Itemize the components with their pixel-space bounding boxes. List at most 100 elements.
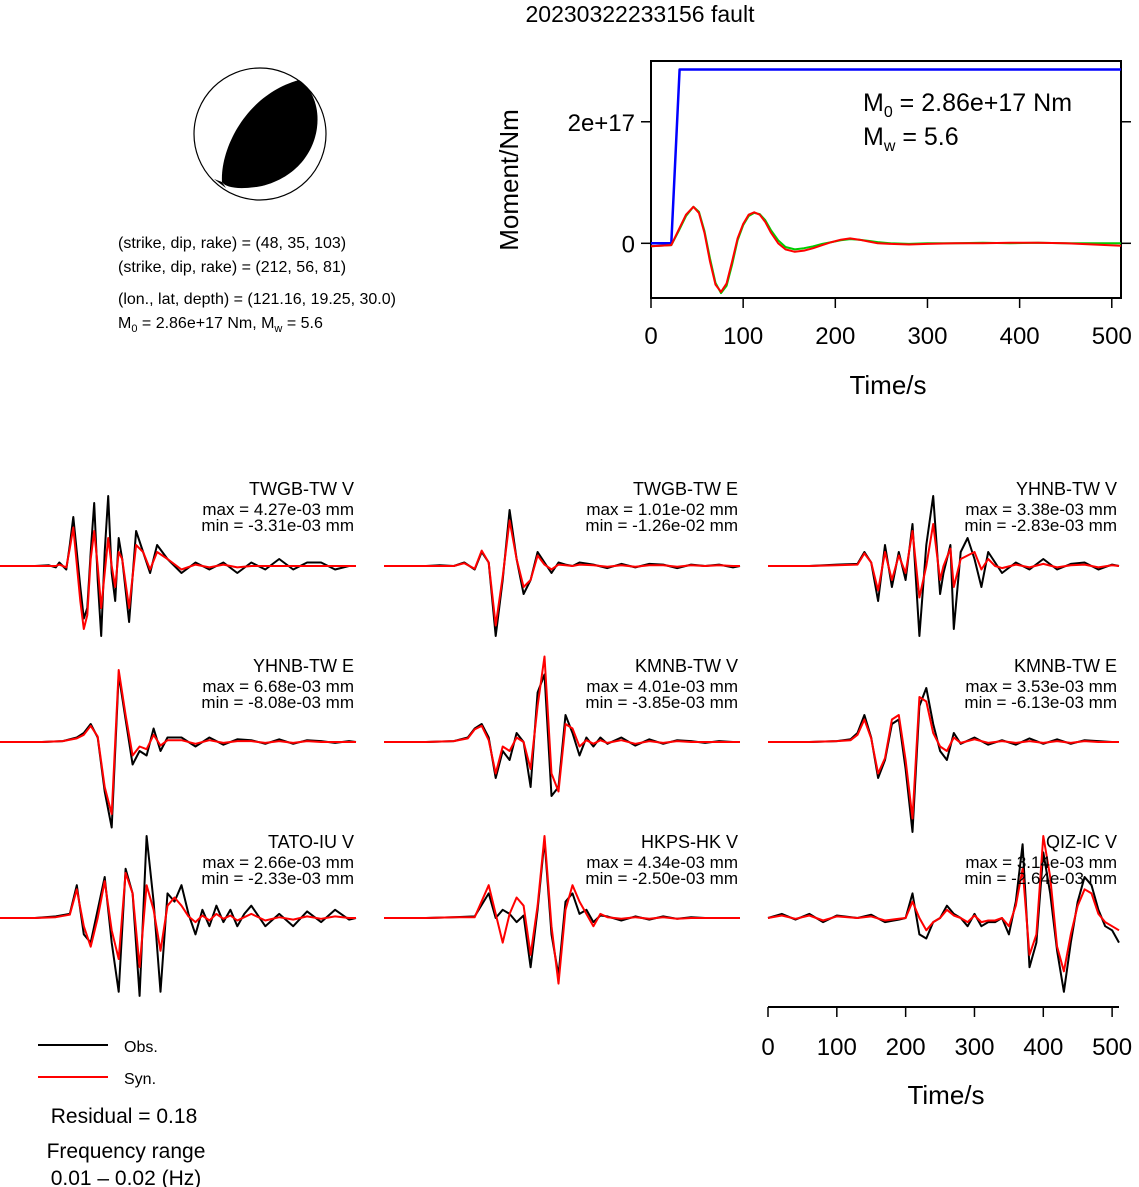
m0-subscript: 0 bbox=[884, 104, 893, 121]
stf-x-tick-label: 400 bbox=[1000, 323, 1040, 350]
observed-trace bbox=[0, 835, 357, 997]
trace-min-label: min = -2.50e-03 mm bbox=[585, 869, 738, 888]
moment-value: = 2.86e+17 Nm, M bbox=[137, 315, 274, 332]
stf-x-tick-label: 100 bbox=[723, 323, 763, 350]
nodal-plane-2: (strike, dip, rake) = (212, 56, 81) bbox=[118, 259, 346, 276]
station-label: KMNB-TW V bbox=[635, 656, 738, 676]
event-moment: M0 = 2.86e+17 Nm, Mw = 5.6 bbox=[118, 315, 323, 335]
trace-max-label: max = 2.66e-03 mm bbox=[202, 853, 354, 872]
synthetic-trace bbox=[767, 835, 1120, 973]
trace-max-label: max = 4.01e-03 mm bbox=[586, 677, 738, 696]
stf-x-ticks: 0 100 200 300 400 500 bbox=[644, 298, 1132, 350]
trace-min-label: min = -6.13e-03 mm bbox=[964, 693, 1117, 712]
synthetic-trace bbox=[0, 526, 356, 630]
stf-y-ticks: 0 2e+17 bbox=[568, 110, 1131, 258]
beachball-diagram bbox=[193, 67, 327, 201]
nodal-plane-1: (strike, dip, rake) = (48, 35, 103) bbox=[118, 235, 346, 252]
figure-title: 20230322233156 fault bbox=[526, 1, 756, 27]
synthetic-trace bbox=[384, 519, 740, 627]
trace-max-label: max = 6.68e-03 mm bbox=[202, 677, 354, 696]
station-label: TWGB-TW V bbox=[249, 479, 354, 499]
legend: Obs. Syn. Residual = 0.18 Frequency rang… bbox=[38, 1039, 205, 1187]
station-label: QIZ-IC V bbox=[1046, 832, 1117, 852]
trace-min-label: min = -2.64e-03 mm bbox=[964, 869, 1117, 888]
stf-plot-frame bbox=[650, 60, 1122, 299]
stf-x-tick-label: 300 bbox=[907, 323, 947, 350]
beachball-small-quadrant bbox=[214, 179, 226, 188]
synthetic-trace bbox=[384, 835, 740, 985]
mechanism-text: (strike, dip, rake) = (48, 35, 103) (str… bbox=[118, 235, 396, 335]
stf-y-axis-label: Moment/Nm bbox=[494, 109, 524, 251]
mw-subscript: w bbox=[273, 323, 282, 335]
synthetic-trace bbox=[384, 655, 740, 793]
moment-subscript: 0 bbox=[131, 323, 137, 335]
mw-symbol: M bbox=[863, 123, 884, 151]
waveform-x-tick-label: 300 bbox=[954, 1034, 994, 1061]
trace-min-label: min = -8.08e-03 mm bbox=[201, 693, 354, 712]
stf-series bbox=[650, 68, 1122, 295]
mw-value: = 5.6 bbox=[282, 315, 323, 332]
waveform-x-axis-label: Time/s bbox=[907, 1080, 984, 1110]
mw-val: = 5.6 bbox=[895, 123, 958, 151]
event-location: (lon., lat, depth) = (121.16, 19.25, 30.… bbox=[118, 291, 396, 308]
stf-mw-annotation: Mw = 5.6 bbox=[863, 123, 959, 155]
stf-x-axis-label: Time/s bbox=[849, 370, 926, 400]
trace-min-label: min = -2.83e-03 mm bbox=[964, 516, 1117, 535]
station-label: HKPS-HK V bbox=[641, 832, 738, 852]
trace-min-label: min = -1.26e-02 mm bbox=[585, 516, 738, 535]
synthetic-trace bbox=[0, 871, 356, 969]
waveform-x-tick-label: 0 bbox=[761, 1034, 774, 1061]
residual-label: Residual = 0.18 bbox=[51, 1105, 198, 1128]
stf-series-line-obs_green bbox=[650, 205, 1121, 295]
stf-y-tick-label: 0 bbox=[622, 231, 635, 258]
beachball-compressional-quadrant bbox=[221, 80, 318, 189]
legend-obs-label: Obs. bbox=[124, 1039, 158, 1056]
station-label: YHNB-TW V bbox=[1016, 479, 1117, 499]
station-label: TWGB-TW E bbox=[633, 479, 738, 499]
frequency-range-value: 0.01 – 0.02 (Hz) bbox=[51, 1167, 202, 1187]
m0-value: = 2.86e+17 Nm bbox=[893, 89, 1072, 117]
legend-syn-label: Syn. bbox=[124, 1071, 156, 1088]
trace-max-label: max = 3.53e-03 mm bbox=[965, 677, 1117, 696]
trace-max-label: max = 4.34e-03 mm bbox=[586, 853, 738, 872]
trace-max-label: max = 1.01e-02 mm bbox=[586, 500, 738, 519]
waveform-x-tick-label: 400 bbox=[1023, 1034, 1063, 1061]
stf-m0-annotation: M0 = 2.86e+17 Nm bbox=[863, 89, 1072, 121]
stf-x-tick-label: 500 bbox=[1092, 323, 1132, 350]
station-label: YHNB-TW E bbox=[253, 656, 354, 676]
m0-symbol: M bbox=[863, 89, 884, 117]
stf-x-tick-label: 200 bbox=[815, 323, 855, 350]
mw-sub: w bbox=[883, 138, 896, 155]
waveform-time-axis: 0 100 200 300 400 500 Time/s bbox=[761, 1006, 1132, 1110]
synthetic-trace bbox=[768, 696, 1119, 820]
waveform-x-tick-label: 500 bbox=[1092, 1034, 1132, 1061]
stf-series-line-syn_red bbox=[650, 205, 1122, 293]
frequency-range-title: Frequency range bbox=[47, 1140, 206, 1163]
stf-y-tick-label: 2e+17 bbox=[568, 110, 635, 137]
stf-series-line-moment bbox=[651, 68, 1121, 245]
trace-min-label: min = -3.31e-03 mm bbox=[201, 516, 354, 535]
moment-rate-chart: 0 100 200 300 400 500 0 2e+17 Time/s Moment/Nm… bbox=[494, 60, 1132, 400]
trace-min-label: min = -2.33e-03 mm bbox=[201, 869, 354, 888]
observed-trace bbox=[768, 495, 1120, 637]
trace-max-label: max = 4.27e-03 mm bbox=[202, 500, 354, 519]
trace-max-label: max = 3.14e-03 mm bbox=[965, 853, 1117, 872]
trace-max-label: max = 3.38e-03 mm bbox=[965, 500, 1117, 519]
synthetic-trace bbox=[768, 523, 1120, 599]
synthetic-trace bbox=[0, 669, 356, 815]
observed-trace bbox=[768, 687, 1119, 833]
station-label: KMNB-TW E bbox=[1014, 656, 1117, 676]
waveform-x-ticks: 0 100 200 300 400 500 bbox=[761, 1007, 1132, 1061]
waveform-x-tick-label: 200 bbox=[886, 1034, 926, 1061]
